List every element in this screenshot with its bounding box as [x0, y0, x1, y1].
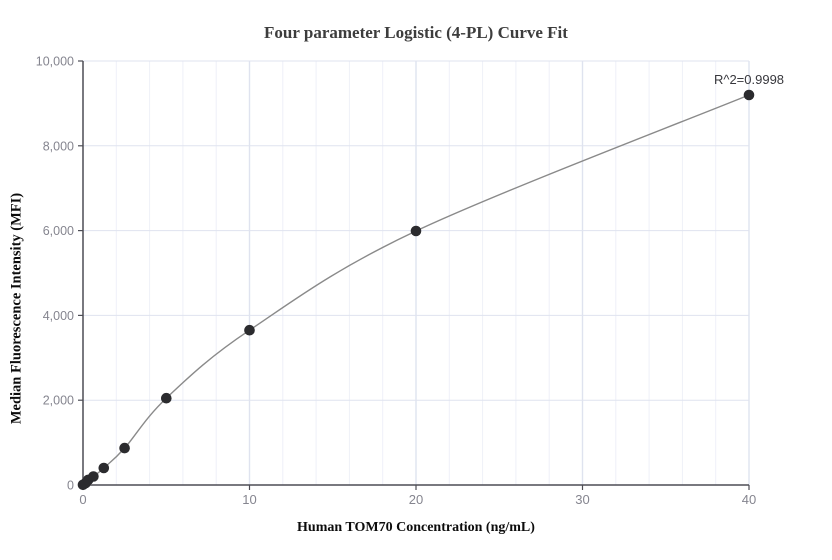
- data-point: [119, 442, 130, 454]
- x-tick-label: 30: [575, 492, 589, 507]
- data-point: [244, 324, 255, 336]
- y-tick-label: 2,000: [43, 394, 74, 408]
- y-tick-label: 8,000: [43, 139, 74, 153]
- data-point: [410, 225, 422, 237]
- x-tick-label: 40: [742, 492, 756, 507]
- x-tick-label: 10: [242, 492, 256, 507]
- r-squared-annotation: R^2=0.9998: [713, 72, 785, 87]
- y-tick-label: 0: [67, 479, 74, 493]
- y-axis-label: Median Fluorescence Intensity (MFI): [8, 192, 25, 425]
- x-axis-label: Human TOM70 Concentration (ng/mL): [297, 520, 535, 535]
- chart-title: Four parameter Logistic (4-PL) Curve Fit: [264, 23, 568, 42]
- y-tick-label: 4,000: [43, 309, 74, 323]
- x-tick-label: 0: [79, 492, 86, 507]
- data-point: [161, 392, 172, 404]
- data-point: [98, 462, 110, 474]
- y-tick-label: 10,000: [36, 55, 74, 69]
- y-tick-label: 6,000: [43, 224, 74, 238]
- x-tick-label: 20: [409, 492, 423, 507]
- data-point: [743, 89, 755, 101]
- data-point: [88, 471, 99, 482]
